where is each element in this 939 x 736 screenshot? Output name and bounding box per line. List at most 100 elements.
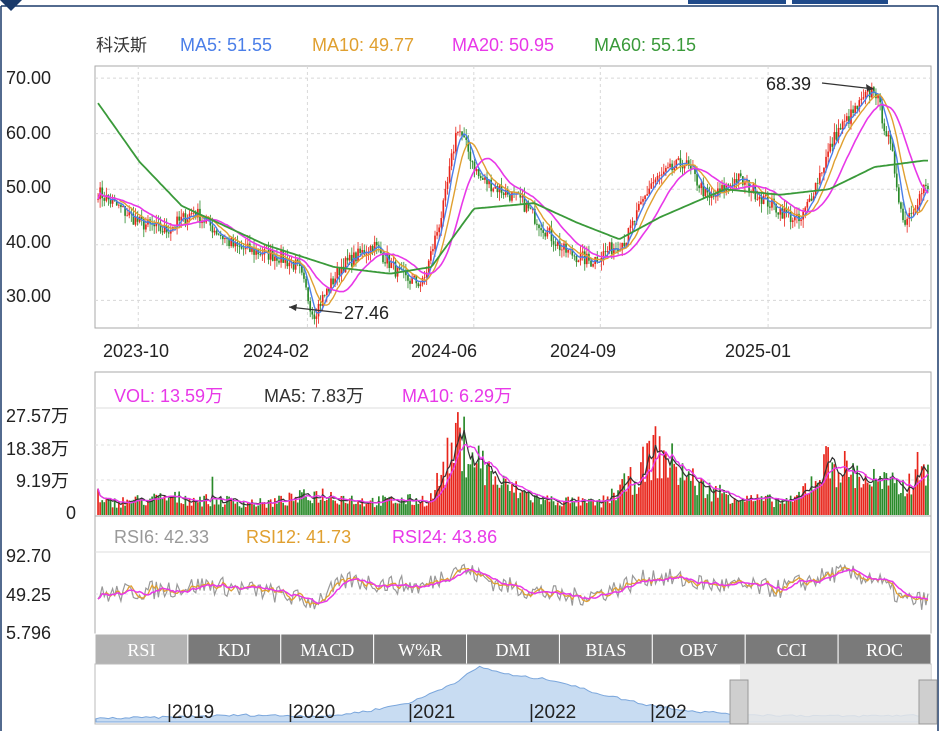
candle (111, 199, 114, 204)
tab-wr[interactable]: W%R (398, 640, 442, 660)
volume-bar (665, 452, 667, 515)
header-tab-bar-1[interactable] (688, 0, 786, 4)
volume-bar (165, 500, 168, 515)
candle (238, 246, 241, 247)
candle (103, 198, 106, 201)
volume-bar (870, 486, 873, 515)
candle (548, 227, 551, 231)
candle (827, 151, 829, 157)
candle (153, 224, 156, 227)
volume-bar (629, 467, 632, 515)
tab-cci[interactable]: CCI (777, 640, 807, 660)
candle (864, 91, 867, 98)
tab-cci-bg[interactable] (744, 633, 839, 665)
volume-bar (494, 476, 497, 515)
volume-bar (326, 499, 328, 515)
candle (440, 218, 443, 228)
volume-bar (735, 500, 738, 515)
candle (818, 172, 821, 184)
candle (305, 278, 307, 288)
candle (319, 303, 322, 306)
candle (675, 159, 678, 169)
volume-bar (280, 495, 282, 515)
volume-bar (783, 503, 786, 515)
volume-bar (97, 488, 99, 515)
candle (217, 234, 220, 236)
tab-roc[interactable]: ROC (866, 640, 903, 660)
candle (775, 203, 777, 213)
volume-bar (261, 502, 264, 515)
tab-roc-bg[interactable] (837, 633, 932, 665)
volume-bar (469, 464, 472, 515)
legend-ma60: MA60: 55.15 (594, 35, 696, 55)
tab-macd-bg[interactable] (280, 633, 375, 665)
candle (590, 260, 592, 267)
volume-bar (124, 505, 126, 515)
volume-bar (255, 506, 257, 515)
volume-bar (721, 493, 723, 515)
header-tab-bar-2[interactable] (792, 0, 888, 4)
rsi24-line (97, 568, 928, 605)
volume-bar (662, 450, 665, 515)
volume-bar (592, 500, 594, 515)
price-y-tick: 40.00 (6, 232, 51, 252)
candle (118, 204, 120, 206)
volume-bar (182, 504, 185, 515)
volume-bar (744, 501, 746, 515)
volume-bar (596, 501, 599, 515)
volume-bar (155, 494, 158, 515)
volume-bar (457, 412, 459, 515)
volume-bar (236, 502, 239, 515)
tab-obv-bg[interactable] (651, 633, 746, 665)
candle (348, 254, 351, 261)
navigator-right-handle[interactable] (918, 679, 938, 725)
volume-bar (623, 473, 626, 515)
candle (608, 242, 611, 252)
candle (242, 248, 245, 250)
volume-bar (758, 499, 761, 515)
candle (342, 266, 345, 273)
volume-bar (409, 494, 411, 515)
candle (167, 232, 170, 234)
candle (906, 218, 908, 225)
tab-kdj[interactable]: KDJ (218, 640, 251, 660)
volume-bar (147, 501, 149, 515)
navigator-left-handle[interactable] (729, 679, 749, 725)
volume-bar (475, 463, 478, 515)
navigator-selection[interactable] (740, 665, 931, 723)
tab-dmi-bg[interactable] (466, 633, 560, 665)
candle (176, 216, 178, 228)
tab-obv[interactable]: OBV (680, 640, 718, 660)
volume-bar (708, 482, 711, 515)
candle (681, 165, 684, 169)
volume-bar (891, 472, 894, 515)
ma5-line (97, 91, 929, 314)
tab-macd[interactable]: MACD (300, 640, 354, 660)
volume-bar (344, 502, 347, 515)
candle (621, 242, 624, 251)
rsi-y-tick: 49.25 (6, 585, 51, 605)
volume-bar (432, 498, 434, 515)
candle (276, 256, 278, 261)
candle (561, 249, 563, 251)
volume-bar (317, 502, 320, 515)
tab-rsi-bg[interactable] (94, 633, 189, 665)
candle (629, 225, 632, 228)
candle (332, 278, 334, 285)
tab-bias[interactable]: BIAS (585, 640, 626, 660)
volume-bar (565, 497, 567, 515)
candle (326, 288, 328, 295)
time-navigator[interactable]: |2019 |2020 |2021 |2022 |202 (94, 663, 938, 725)
tab-dmi[interactable]: DMI (496, 640, 531, 660)
candle (650, 183, 653, 189)
candle (186, 219, 189, 224)
candle (846, 116, 848, 121)
tab-wr-bg[interactable] (373, 633, 468, 665)
candle (423, 277, 426, 279)
volume-bar (301, 492, 303, 515)
volume-bar (105, 498, 108, 515)
candle (459, 131, 461, 133)
tab-rsi[interactable]: RSI (127, 640, 155, 660)
candle (843, 120, 846, 122)
volume-bar (554, 505, 557, 515)
